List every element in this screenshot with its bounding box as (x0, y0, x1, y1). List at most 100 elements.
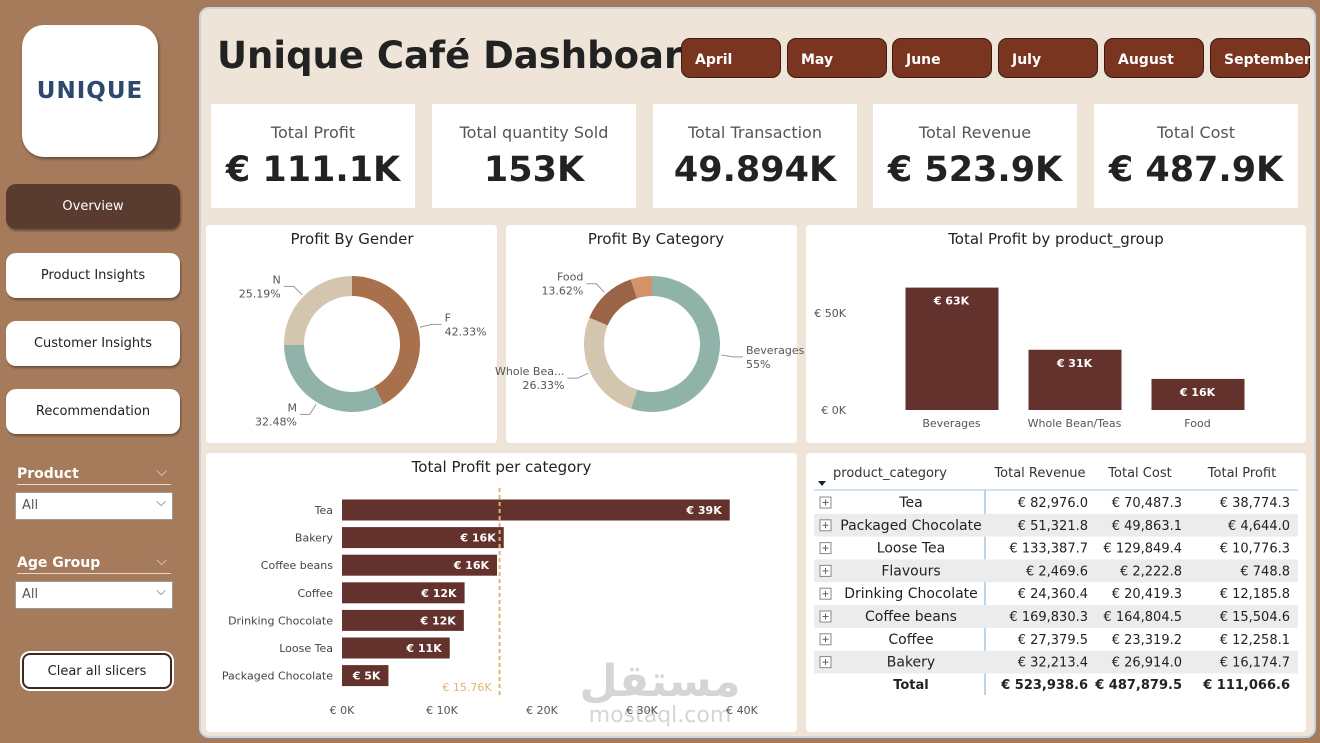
kpi-label: Total Revenue (918, 123, 1032, 142)
nav-label: Customer Insights (33, 336, 153, 351)
slice-category: N (272, 273, 280, 286)
donut-slice (589, 279, 638, 326)
filter-chevron: ⌵ (156, 464, 167, 480)
month-label: September (1224, 52, 1311, 68)
filter-value: All (22, 498, 39, 513)
bar (342, 582, 465, 604)
month-button[interactable]: July (998, 38, 1098, 78)
filter-label: Age Group ⌵ (17, 553, 171, 574)
table-cell: € 82,976.0 (1018, 496, 1088, 511)
slice-label: F 42.33% (445, 311, 487, 338)
bar (342, 637, 450, 659)
filter-value: All (22, 587, 39, 602)
kpi-card: Total Revenue € 523.9K (873, 104, 1077, 208)
slice-label: Food 13.62% (541, 271, 583, 298)
clear-button-label: Clear all slicers (47, 663, 147, 679)
dashboard-title: Unique Café Dashboard (217, 34, 709, 77)
filter-dropdown[interactable]: All ⌵ (15, 581, 173, 609)
table-cell: € 32,213.4 (1018, 656, 1088, 671)
bar (342, 527, 504, 549)
nav-button[interactable]: Recommendation (6, 389, 180, 434)
row-shade (814, 650, 1298, 674)
reference-label: € 15.76K (442, 681, 492, 694)
table-cell: € 129,849.4 (1103, 542, 1182, 557)
table-cell: Loose Tea (877, 541, 945, 557)
y-tick-label: Coffee (297, 587, 333, 600)
leader-line (419, 323, 442, 328)
bar-value-label: € 11K (405, 642, 442, 655)
expand-plus (822, 590, 829, 597)
donut-slice (630, 276, 720, 412)
bar-value-label: € 16K (459, 532, 496, 545)
kpi-value: 49.894K (673, 150, 837, 190)
donut-slice (352, 276, 421, 405)
slice-label: N 25.19% (239, 273, 281, 300)
bar (1028, 349, 1122, 410)
month-button[interactable]: April (681, 38, 781, 78)
kpi-card: Total Transaction 49.894K (653, 104, 857, 208)
nav-button[interactable]: Overview (6, 184, 180, 229)
nav-button[interactable]: Product Insights (6, 253, 180, 298)
table-cell: € 169,830.3 (1009, 610, 1088, 625)
month-button[interactable]: September (1210, 38, 1311, 78)
sort-arrow (818, 481, 826, 486)
row-shade (814, 605, 1298, 628)
row-shade (814, 513, 1298, 537)
kpi-card: Total quantity Sold 153K (432, 104, 636, 208)
expand-plus (822, 636, 829, 643)
leader-line (299, 403, 317, 415)
kpi-card: Total Cost € 487.9K (1094, 104, 1298, 208)
month-label: May (801, 52, 834, 68)
dropdown-chevron: ⌵ (156, 495, 166, 510)
kpi-value: € 487.9K (1108, 150, 1284, 190)
chart-title: Total Profit per category (411, 458, 592, 476)
kpi-label: Total Profit (270, 123, 356, 142)
nav-button[interactable]: Customer Insights (6, 321, 180, 366)
nav-label: Product Insights (40, 268, 146, 283)
month-button[interactable]: August (1104, 38, 1204, 78)
table-cell: € 20,419.3 (1112, 587, 1182, 602)
table-total: € 487,879.5 (1094, 678, 1182, 693)
kpi-value: € 523.9K (887, 150, 1063, 190)
filter-label: Product ⌵ (17, 464, 171, 485)
y-tick-label: Loose Tea (279, 642, 333, 655)
x-tick-label: € 30K (626, 704, 658, 717)
x-tick-label: Food (1184, 417, 1210, 430)
table-total: € 111,066.6 (1202, 678, 1290, 693)
bar-value-label: € 5K (352, 670, 381, 683)
chart-svg: Profit By Category Beverages 55% Whole Bea.… (495, 230, 805, 412)
expand-plus (822, 567, 829, 574)
kpi-card: Total Profit € 111.1K (211, 104, 415, 208)
month-button[interactable]: May (787, 38, 887, 78)
filter-dropdown[interactable]: All ⌵ (15, 492, 173, 520)
nav-label: Recommendation (35, 404, 151, 419)
month-label: June (906, 52, 941, 68)
column-header: product_category (833, 466, 947, 481)
slice-value: 13.62% (541, 285, 583, 298)
table-cell: € 10,776.3 (1220, 542, 1290, 557)
expand-plus (822, 613, 829, 620)
slice-value: 25.19% (239, 287, 281, 300)
slice-value: 55% (746, 358, 770, 371)
bar (342, 554, 498, 576)
table-cell: Coffee beans (865, 609, 957, 625)
kpi-value: 153K (483, 150, 585, 190)
y-tick-label: Packaged Chocolate (222, 670, 333, 683)
donut-slice (284, 344, 384, 412)
month-button[interactable]: June (892, 38, 992, 78)
slice-label: M 32.48% (255, 401, 297, 428)
slice-label: Beverages 55% (746, 344, 805, 371)
bar-value-label: € 63K (933, 295, 970, 308)
clear-button[interactable]: Clear all slicers (22, 653, 172, 689)
leader-line (567, 372, 589, 379)
slice-category: Food (557, 271, 583, 284)
bar-value-label: € 16K (1179, 386, 1216, 399)
table-cell: € 49,863.1 (1112, 519, 1182, 534)
expand-plus (822, 522, 829, 529)
bar (1151, 378, 1245, 410)
y-tick-label: Tea (314, 504, 333, 517)
x-tick-label: € 20K (526, 704, 558, 717)
bar-value-label: € 12K (420, 587, 457, 600)
